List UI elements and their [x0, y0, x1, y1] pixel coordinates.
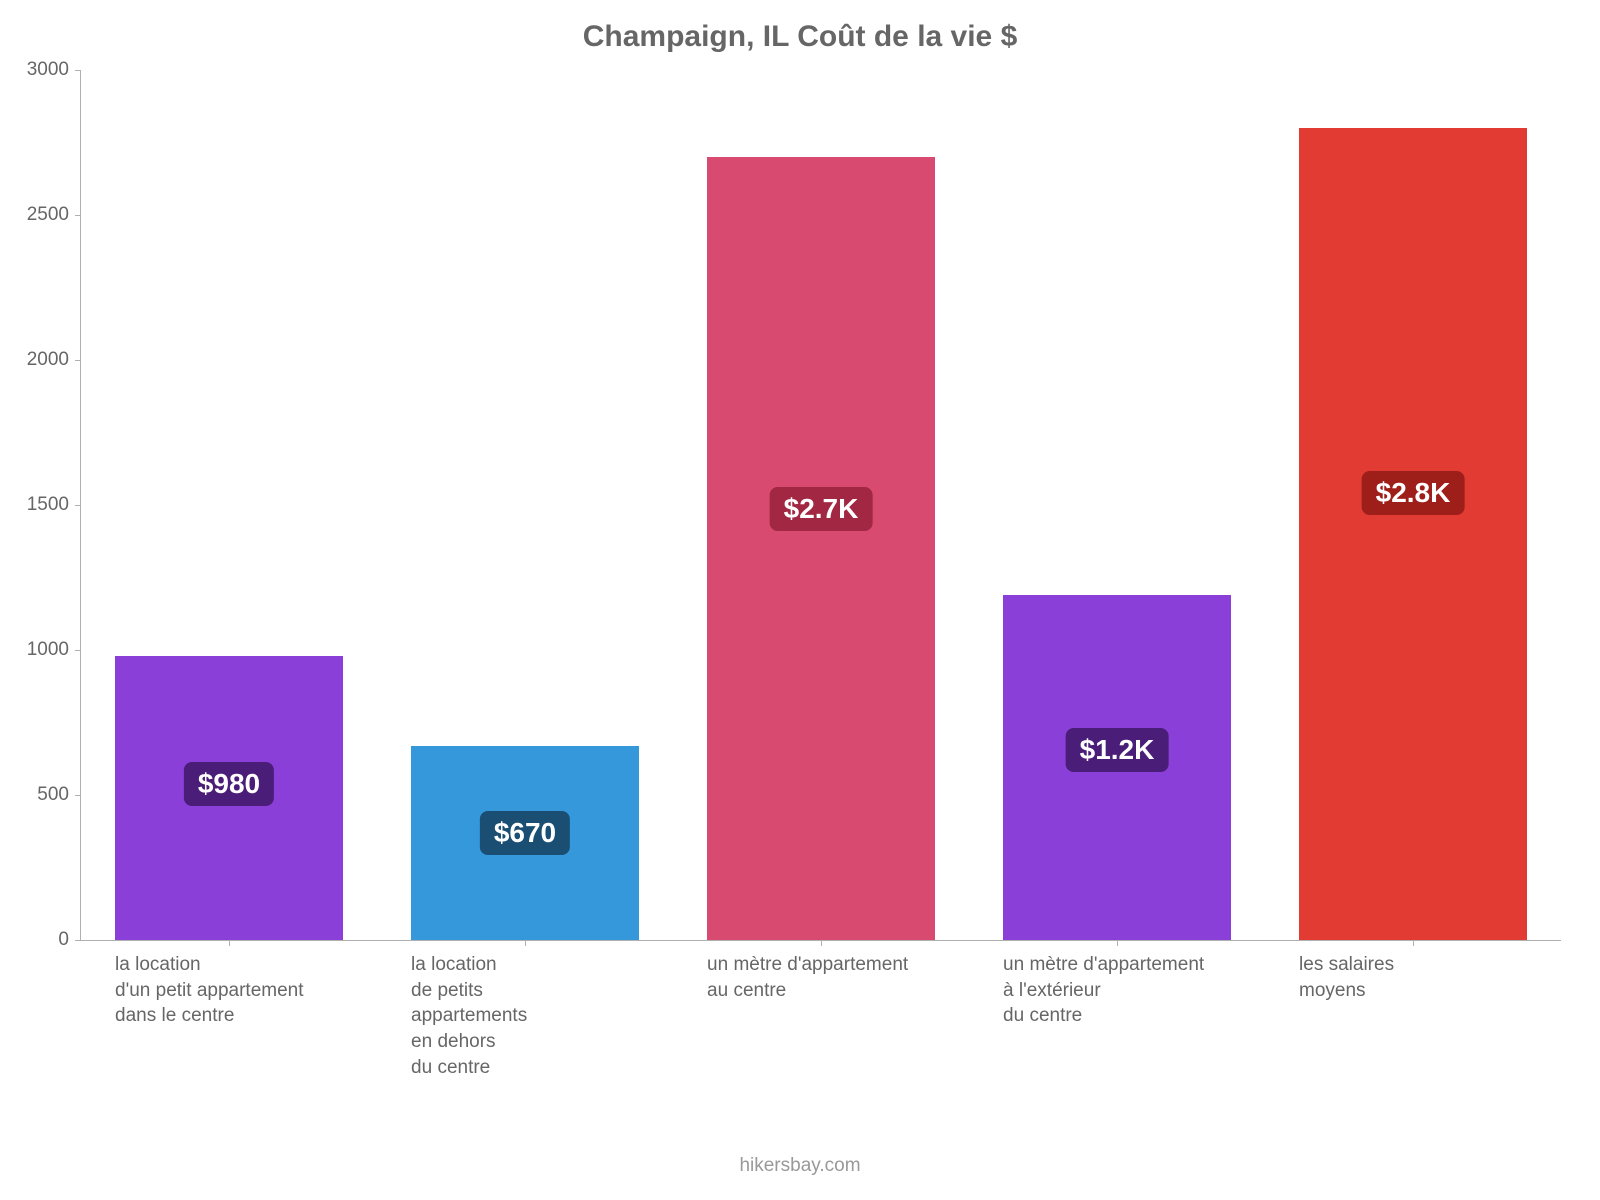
x-axis-tick-mark [821, 940, 822, 946]
x-axis-tick-label: les salaires moyens [1299, 952, 1527, 1003]
bar-value-badge: $1.2K [1066, 728, 1169, 772]
x-axis-tick-label: un mètre d'appartement au centre [707, 952, 935, 1003]
bar: $2.8K [1299, 128, 1527, 940]
x-axis-tick-mark [1117, 940, 1118, 946]
bar: $2.7K [707, 157, 935, 940]
x-axis-tick-mark [1413, 940, 1414, 946]
y-axis-tick-mark [75, 650, 81, 651]
y-axis-tick-mark [75, 940, 81, 941]
y-axis-tick-label: 0 [58, 929, 69, 951]
bar: $1.2K [1003, 595, 1231, 940]
y-axis-tick-label: 1000 [27, 639, 69, 661]
y-axis-tick-mark [75, 70, 81, 71]
x-axis-tick-label: la location de petits appartements en de… [411, 952, 639, 1080]
x-axis-tick-label: un mètre d'appartement à l'extérieur du … [1003, 952, 1231, 1029]
bar-value-badge: $980 [184, 762, 274, 806]
x-axis-tick-label: la location d'un petit appartement dans … [115, 952, 343, 1029]
bar-value-badge: $670 [480, 811, 570, 855]
y-axis-tick-label: 500 [37, 784, 69, 806]
y-axis-tick-mark [75, 360, 81, 361]
y-axis-tick-label: 3000 [27, 59, 69, 81]
chart-title: Champaign, IL Coût de la vie $ [0, 20, 1600, 54]
y-axis-tick-label: 2000 [27, 349, 69, 371]
attribution-text: hikersbay.com [0, 1155, 1600, 1177]
y-axis-tick-label: 2500 [27, 204, 69, 226]
bar-value-badge: $2.8K [1362, 471, 1465, 515]
bar-value-badge: $2.7K [770, 487, 873, 531]
x-axis-tick-mark [229, 940, 230, 946]
y-axis-tick-mark [75, 505, 81, 506]
y-axis-tick-mark [75, 215, 81, 216]
x-axis-tick-mark [525, 940, 526, 946]
y-axis-tick-label: 1500 [27, 494, 69, 516]
plot-area: 050010001500200025003000$980la location … [80, 70, 1561, 941]
bar: $980 [115, 656, 343, 940]
bar: $670 [411, 746, 639, 940]
y-axis-tick-mark [75, 795, 81, 796]
bar-chart: Champaign, IL Coût de la vie $ 050010001… [0, 0, 1600, 1200]
